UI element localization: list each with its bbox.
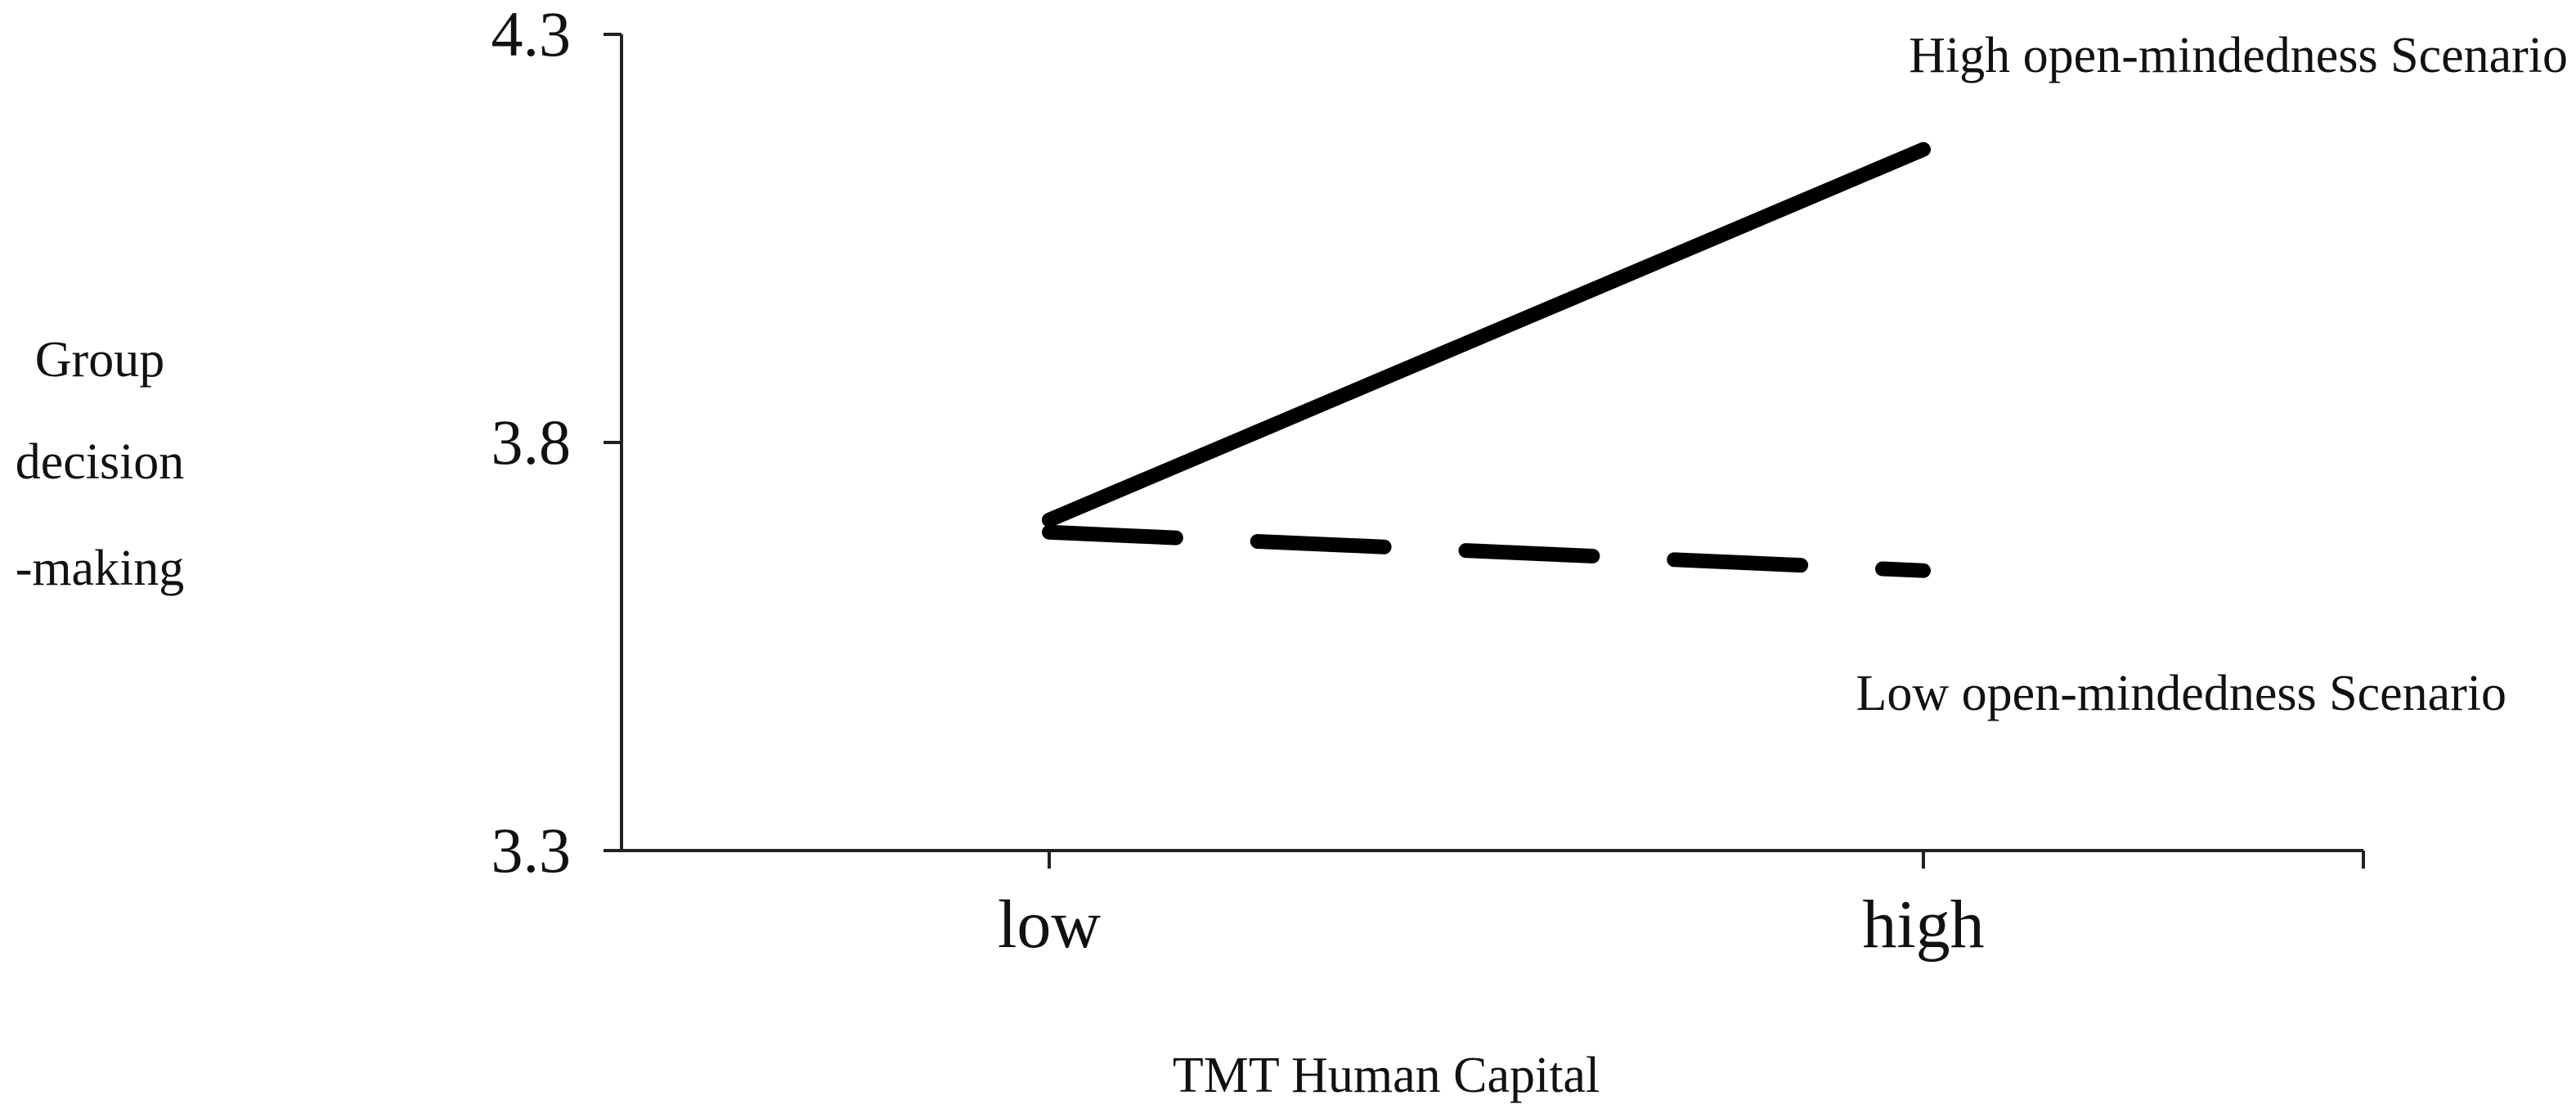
y-axis-label-line: -making <box>16 541 185 596</box>
series-lines <box>1042 141 1931 578</box>
x-tick-label: high <box>1862 887 1984 963</box>
y-tick-label: 4.3 <box>491 0 572 70</box>
series-label: Low open-mindedness Scenario <box>1856 666 2506 721</box>
y-tick-label: 3.3 <box>491 815 572 886</box>
y-axis-label-line: decision <box>16 434 185 490</box>
data-point <box>1923 149 1924 150</box>
high-open-mindedness-line <box>1042 141 1931 528</box>
y-axis-label-line: Group <box>35 332 164 388</box>
low-open-mindedness-line <box>1042 524 1931 578</box>
data-point <box>1048 519 1050 521</box>
x-axis-label: TMT Human Capital <box>1173 1048 1600 1103</box>
data-point <box>1923 570 1924 572</box>
axes <box>604 33 2365 869</box>
x-tick-label: low <box>998 887 1101 963</box>
series-label: High open-mindedness Scenario <box>1909 28 2568 83</box>
y-tick-label: 3.8 <box>491 406 572 478</box>
chart-labels: 4.3 3.8 3.3 low high TMT Human Capital Group de… <box>16 0 2568 1103</box>
data-point <box>1048 532 1050 533</box>
